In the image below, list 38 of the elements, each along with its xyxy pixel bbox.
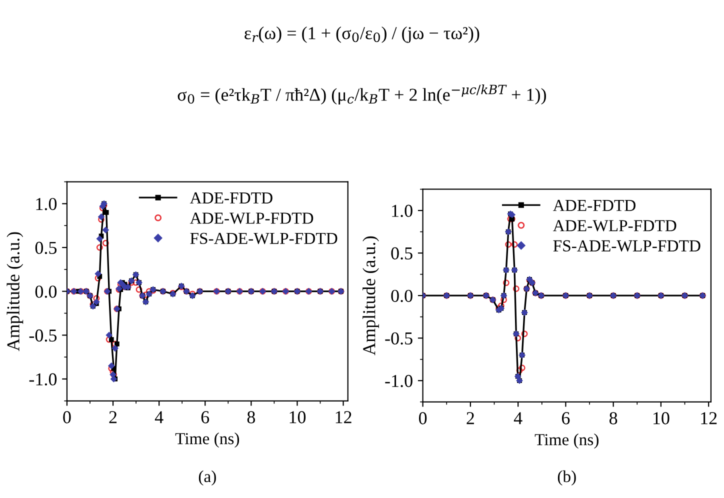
text: (b) [558, 470, 576, 486]
y-tick-label: -1.0 [29, 373, 57, 386]
x-tick-label: 8 [610, 412, 618, 424]
y-tick-label: -0.5 [385, 332, 412, 345]
y-axis-title: Amplitude (a.u.) [6, 232, 24, 352]
x-axis-title: Time (ns) [534, 434, 598, 449]
y-tick-label: 1.0 [392, 204, 412, 218]
x-tick-label: 2 [109, 411, 117, 424]
x-tick-label: 10 [654, 412, 670, 424]
legend-label: ADE-WLP-FDTD [190, 212, 314, 224]
x-tick-label: 10 [290, 411, 306, 424]
text: ε$_{r}$(ω) = (1 + (σ$_{0}$/ε$_{0}$) / (jω − τω²)) [244, 26, 480, 43]
y-tick-label: -0.5 [29, 329, 57, 342]
y-tick-label: 0.0 [391, 290, 412, 302]
x-tick-label: 0 [418, 412, 427, 424]
legend-label: FS-ADE-WLP-FDTD [553, 240, 700, 252]
x-tick-label: 4 [514, 412, 522, 424]
x-tick-label: 6 [562, 412, 570, 424]
y-tick-label: 0.5 [391, 247, 412, 260]
x-tick-label: 12 [701, 412, 717, 424]
x-tick-label: 6 [201, 411, 210, 424]
y-tick-label: 1.0 [36, 198, 57, 210]
x-tick-label: 8 [247, 411, 255, 424]
x-tick-label: 4 [154, 411, 164, 424]
x-tick-label: 12 [336, 411, 352, 424]
y-tick-label: 0.0 [35, 286, 57, 298]
legend-label: ADE-FDTD [552, 200, 636, 211]
legend-label: ADE-WLP-FDTD [552, 220, 676, 232]
text: σ$_{0}$ = (e²τk$_{B}$T / πħ²Δ) (μ$_{c}$/k$_{B}$T + 2 ln(e$^{−μc/kBT}$ + 1)) [178, 84, 546, 105]
text: (a) [198, 470, 216, 486]
x-tick-label: 2 [466, 412, 474, 424]
legend-label: FS-ADE-WLP-FDTD [190, 232, 338, 244]
legend-label: ADE-FDTD [190, 192, 272, 204]
x-axis-title: Time (ns) [175, 432, 240, 448]
y-tick-label: -1.0 [385, 374, 412, 388]
x-tick-label: 0 [63, 411, 71, 424]
y-axis-title: Amplitude (a.u.) [362, 236, 379, 356]
y-tick-label: 0.5 [35, 242, 57, 254]
